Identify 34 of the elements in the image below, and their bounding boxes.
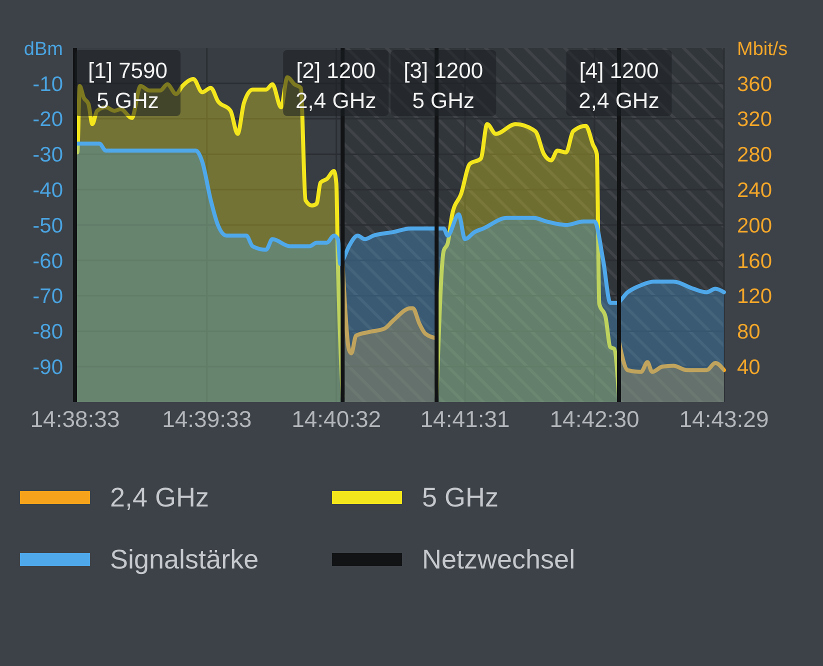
ref-line-label: [2] 1200 2,4 GHz (296, 58, 376, 113)
y2-tick-label: 80 (737, 320, 760, 344)
legend-label: Signalstärke (110, 544, 259, 574)
y2-tick-label: 240 (737, 178, 772, 202)
y2-tick-label: 120 (737, 285, 772, 308)
y2-tick-label: 320 (737, 108, 772, 132)
x-tick-label: 14:42:30 (550, 406, 640, 432)
y2-tick-label: 200 (737, 214, 772, 238)
y2-tick-label: 40 (737, 356, 760, 379)
ref-line-label: [4] 1200 2,4 GHz (578, 58, 660, 113)
y2-tick-label: 280 (737, 144, 772, 167)
legend-label: 5 GHz (422, 482, 499, 512)
y-tick-label: -90 (32, 356, 63, 379)
y-tick-label: -60 (32, 250, 63, 273)
x-tick-label: 14:41:31 (420, 406, 510, 432)
ref-line-label: [3] 1200 5 GHz (404, 58, 484, 113)
y-tick-label: -50 (32, 214, 63, 238)
y-tick-label: -20 (32, 108, 63, 132)
legend-label: 2,4 GHz (110, 482, 210, 512)
y-tick-label: -70 (32, 285, 63, 308)
y-tick-label: -40 (32, 178, 63, 202)
x-tick-label: 14:40:32 (292, 406, 382, 432)
y2-axis-title: Mbit/s (737, 39, 788, 60)
x-tick-label: 14:39:33 (162, 406, 252, 432)
y-tick-label: -80 (32, 320, 63, 344)
y2-tick-label: 360 (737, 72, 772, 96)
y-tick-label: -30 (32, 144, 63, 167)
ref-line-label: [1] 7590 5 GHz (88, 58, 168, 113)
text: Netzwechsel (422, 544, 576, 574)
x-tick-label: 14:43:29 (679, 406, 769, 432)
y-axis-title: dBm (24, 39, 63, 60)
y-tick-label: -10 (32, 72, 63, 96)
y2-tick-label: 160 (737, 250, 772, 273)
x-tick-label: 14:38:33 (30, 406, 120, 432)
